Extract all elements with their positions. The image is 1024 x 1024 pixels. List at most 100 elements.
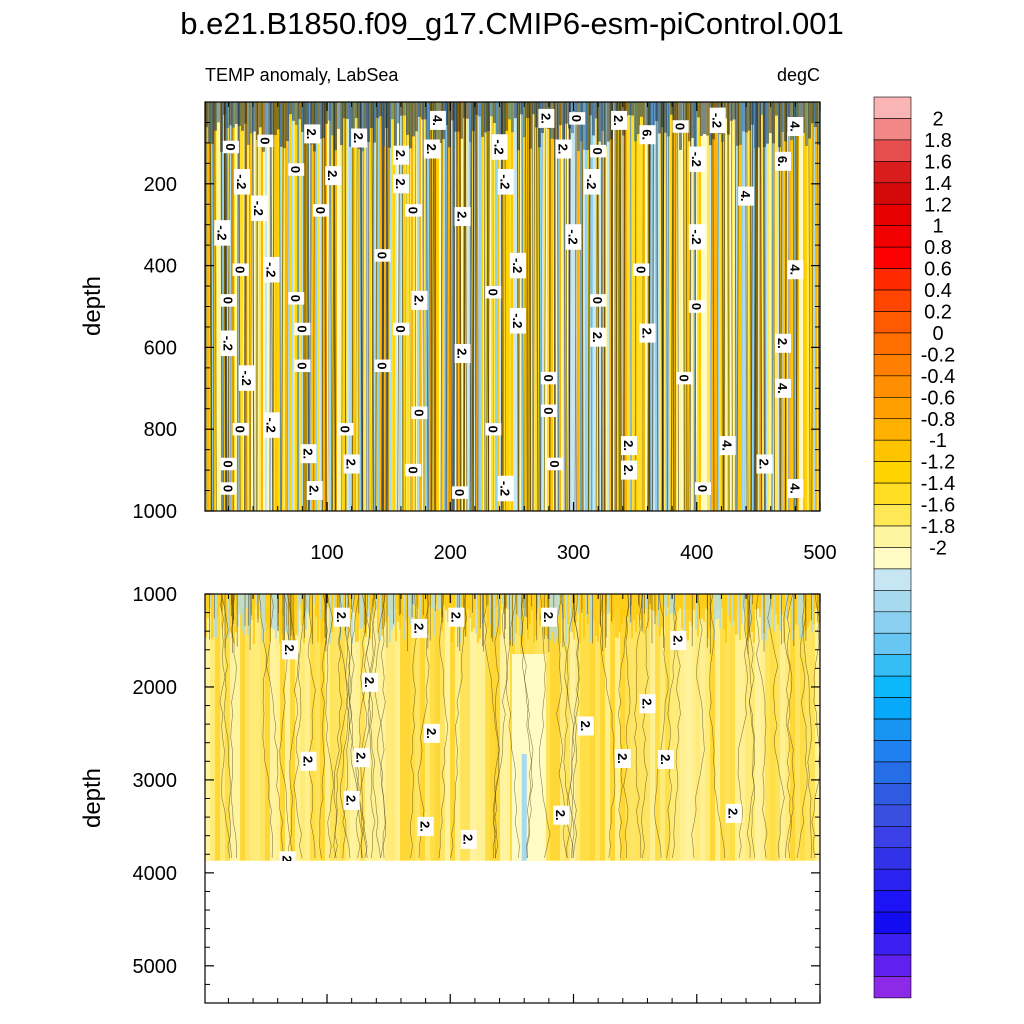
upper-streak <box>369 102 372 511</box>
contour-label-text: -.2 <box>239 371 254 386</box>
upper-streak <box>247 102 250 511</box>
contour-label: 4. <box>719 436 736 456</box>
lower-surface-noise <box>533 594 535 643</box>
lower-band <box>235 609 241 861</box>
contour-label-text: 2. <box>393 178 408 189</box>
upper-streak <box>673 102 676 511</box>
colorbar-tick-label: -0.6 <box>921 387 955 409</box>
contour-label-box <box>787 260 804 280</box>
upper-streak <box>343 102 346 511</box>
contour-label-box <box>633 263 650 276</box>
lower-contour-line <box>641 594 651 859</box>
upper-surface-band <box>775 102 778 116</box>
upper-surface-band <box>367 102 370 143</box>
upper-surface-band <box>463 102 466 119</box>
contour-label-box <box>540 371 557 385</box>
upper-streak <box>665 102 668 511</box>
lower-band <box>725 609 731 861</box>
lower-surface-noise <box>565 594 567 644</box>
lower-contour-line <box>492 594 500 859</box>
contour-label: 0 <box>405 463 422 477</box>
contour-label-box <box>374 249 391 262</box>
upper-streak <box>371 102 374 511</box>
contour-label-text: 2. <box>553 810 568 821</box>
upper-streak <box>801 102 804 511</box>
contour-label-box <box>411 618 428 638</box>
upper-contour-line <box>464 102 468 511</box>
contour-label: 2. <box>590 327 607 347</box>
contour-label-box <box>343 790 360 810</box>
contour-label-text: 2. <box>640 328 655 339</box>
upper-streak <box>301 102 304 511</box>
colorbar-tick-label: -2 <box>929 537 947 559</box>
contour-label-text: 2. <box>448 612 463 623</box>
upper-streak <box>489 102 492 511</box>
lower-surface-noise <box>363 594 365 633</box>
lower-surface-noise <box>591 594 593 637</box>
upper-streak <box>765 102 768 511</box>
upper-contour-line <box>811 102 814 511</box>
upper-streak <box>403 102 406 511</box>
contour-label-text: 0 <box>294 362 309 369</box>
upper-contour-line <box>746 102 749 511</box>
upper-contour-line <box>269 102 272 511</box>
lower-surface-noise <box>523 594 525 618</box>
upper-streak <box>687 102 690 511</box>
upper-streak <box>789 102 792 511</box>
lower-surface-noise <box>571 594 573 633</box>
colorbar-swatch <box>873 761 912 784</box>
contour-label: 4. <box>787 117 804 136</box>
contour-label-box <box>282 640 298 660</box>
upper-contour-line <box>477 102 480 511</box>
upper-streak <box>627 102 630 511</box>
contour-label-box <box>393 174 409 194</box>
contour-label-text: 6. <box>640 129 655 140</box>
upper-surface-band <box>598 102 601 142</box>
lower-surface-noise <box>367 594 369 618</box>
upper-contour-line <box>760 102 763 511</box>
lower-surface-noise <box>491 594 493 636</box>
upper-contour-line <box>485 102 489 511</box>
contour-label: -.2 <box>565 224 582 250</box>
colorbar-tick-label: 0.8 <box>924 237 952 259</box>
contour-label-box <box>672 120 689 133</box>
upper-surface-band <box>337 102 340 129</box>
lower-surface-noise <box>475 594 477 634</box>
contour-label-box <box>351 128 368 148</box>
upper-streak <box>733 102 736 511</box>
upper-streak <box>537 102 540 511</box>
contour-label: 4. <box>787 260 804 280</box>
upper-streak <box>467 102 470 511</box>
lower-surface-noise <box>231 594 233 639</box>
contour-label-text: 2. <box>757 459 772 470</box>
lower-surface-noise <box>811 594 813 633</box>
contour-label: 2. <box>553 805 570 825</box>
upper-surface-band <box>511 102 514 133</box>
contour-label-text: 2. <box>411 295 426 306</box>
contour-label-box <box>353 748 370 768</box>
upper-surface-band <box>361 102 364 152</box>
lower-band <box>805 609 811 861</box>
contour-label-text: 2. <box>611 115 626 126</box>
lower-band <box>655 609 661 861</box>
lower-band <box>620 609 626 861</box>
contour-label-box <box>263 256 280 283</box>
contour-label-text: 2. <box>726 808 741 819</box>
lower-band <box>240 609 246 861</box>
contour-label: -.2 <box>234 169 250 195</box>
upper-surface-band <box>811 102 814 124</box>
lower-band <box>355 609 361 861</box>
contour-label-box <box>304 124 321 144</box>
upper-streak <box>567 102 570 511</box>
contour-label-text: -.2 <box>584 174 599 189</box>
upper-surface-band <box>247 102 250 145</box>
upper-contour-line <box>475 102 478 511</box>
contour-label: 0 <box>232 263 249 276</box>
upper-streak <box>363 102 366 511</box>
lower-surface-noise <box>423 594 425 620</box>
lower-surface-noise <box>275 594 277 639</box>
lower-band <box>685 609 691 861</box>
lower-contour-line <box>563 594 575 859</box>
contour-label-box <box>584 169 600 195</box>
upper-streak <box>471 102 474 511</box>
